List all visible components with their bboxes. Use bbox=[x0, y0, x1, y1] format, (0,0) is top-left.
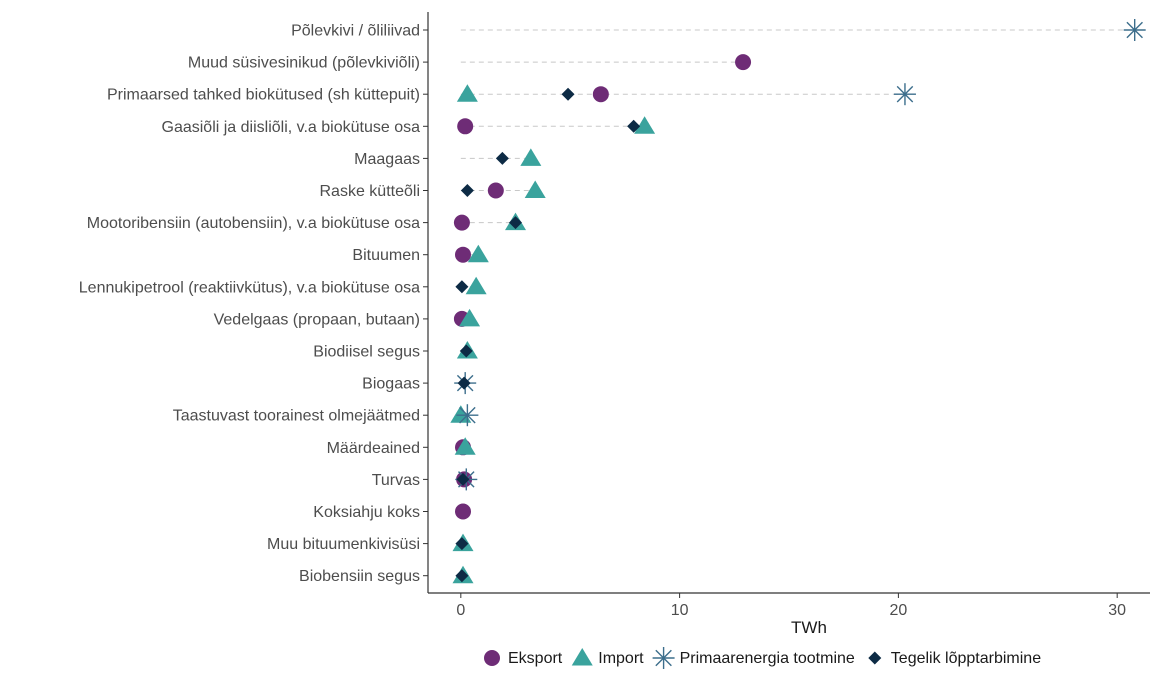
y-tick-label-maardeained: Määrdeained bbox=[327, 440, 420, 457]
point-import-primaarsed-tahked-biokutused-sh-kuttepuit bbox=[456, 84, 478, 102]
x-tick-label: 20 bbox=[889, 602, 907, 619]
legend-item-primaarenergia-tootmine: Primaarenergia tootmine bbox=[652, 647, 855, 669]
legend-label: Primaarenergia tootmine bbox=[680, 650, 855, 667]
y-tick-label-vedelgaas-propaan-butaan: Vedelgaas (propaan, butaan) bbox=[214, 311, 420, 328]
x-tick-label: 30 bbox=[1108, 602, 1126, 619]
legend-label: Eksport bbox=[508, 650, 563, 667]
point-import-taastuvast-toorainest-olmejaatmed bbox=[450, 405, 472, 423]
point-tegelik-lopptarbimine-raske-kutteoli bbox=[460, 184, 474, 197]
point-primaarenergia-tootmine-taastuvast-toorainest-olmejaatmed bbox=[456, 404, 479, 427]
y-tick-label-muud-susivesinikud-polevkivioli: Muud süsivesinikud (põlevkiviõli) bbox=[188, 55, 420, 72]
point-primaarenergia-tootmine-polevkivi-oliliivad bbox=[1123, 19, 1146, 41]
point-import-maardeained bbox=[454, 437, 476, 455]
point-eksport-koksiahju-koks bbox=[455, 503, 472, 520]
y-tick-label-biobensiin-segus: Biobensiin segus bbox=[299, 568, 420, 585]
x-tick-label: 0 bbox=[456, 602, 465, 619]
point-eksport-primaarsed-tahked-biokutused-sh-kuttepuit bbox=[592, 86, 609, 103]
y-tick-label-bituumen: Bituumen bbox=[352, 247, 420, 264]
point-tegelik-lopptarbimine-biogaas bbox=[457, 376, 471, 390]
point-import-raske-kutteoli bbox=[524, 180, 546, 198]
point-tegelik-lopptarbimine-biobensiin-segus bbox=[455, 569, 469, 583]
point-primaarenergia-tootmine-primaarsed-tahked-biokutused-sh-kuttepuit bbox=[893, 83, 916, 106]
point-tegelik-lopptarbimine-mootoribensiin-autobensiin-v-a-biokutuse-osa bbox=[509, 216, 523, 230]
y-tick-label-polevkivi-oliliivad: Põlevkivi / õliliivad bbox=[291, 23, 420, 40]
legend-item-tegelik-lopptarbimine: Tegelik lõpptarbimine bbox=[868, 650, 1041, 667]
legend-item-eksport: Eksport bbox=[484, 650, 563, 667]
y-tick-label-gaasioli-ja-diislioli-v-a-biokutuse-osa: Gaasiõli ja diisliõli, v.a biokütuse osa bbox=[162, 119, 421, 136]
legend-marker-tegelik-lopptarbimine bbox=[868, 651, 882, 665]
point-eksport-bituumen bbox=[455, 246, 472, 263]
point-import-vedelgaas-propaan-butaan bbox=[459, 308, 481, 327]
x-axis-title: TWh bbox=[791, 618, 827, 637]
point-tegelik-lopptarbimine-gaasioli-ja-diislioli-v-a-biokutuse-osa bbox=[627, 119, 641, 133]
y-tick-label-biodiisel-segus: Biodiisel segus bbox=[313, 344, 420, 361]
y-tick-label-maagaas: Maagaas bbox=[354, 151, 420, 168]
point-import-gaasioli-ja-diislioli-v-a-biokutuse-osa bbox=[634, 116, 656, 134]
point-eksport-mootoribensiin-autobensiin-v-a-biokutuse-osa bbox=[453, 214, 470, 231]
point-tegelik-lopptarbimine-turvas bbox=[456, 472, 470, 486]
y-tick-label-biogaas: Biogaas bbox=[362, 376, 420, 393]
legend-marker-primaarenergia-tootmine bbox=[652, 647, 675, 669]
legend-label: Tegelik lõpptarbimine bbox=[891, 650, 1041, 667]
point-import-bituumen bbox=[467, 244, 489, 263]
point-tegelik-lopptarbimine-lennukipetrool-reaktiivkutus-v-a-biokutuse-osa bbox=[455, 280, 469, 294]
y-tick-label-primaarsed-tahked-biokutused-sh-kuttepuit: Primaarsed tahked biokütused (sh küttepu… bbox=[107, 87, 420, 104]
point-eksport-gaasioli-ja-diislioli-v-a-biokutuse-osa bbox=[457, 118, 474, 135]
legend-label: Import bbox=[598, 650, 644, 667]
x-axis: 0 10 20 30 bbox=[428, 592, 1150, 619]
y-tick-label-muu-bituumenkivisusi: Muu bituumenkivisüsi bbox=[267, 536, 420, 553]
y-tick-label-koksiahju-koks: Koksiahju koks bbox=[313, 504, 420, 521]
y-tick-label-turvas: Turvas bbox=[372, 472, 420, 489]
legend: Eksport Import Primaarenergia tootmine Tege… bbox=[484, 647, 1041, 669]
legend-item-import: Import bbox=[571, 648, 644, 667]
legend-marker-eksport bbox=[484, 650, 500, 666]
y-tick-label-lennukipetrool-reaktiivkutus-v-a-biokutuse-osa: Lennukipetrool (reaktiivkütus), v.a biok… bbox=[79, 279, 420, 296]
point-tegelik-lopptarbimine-primaarsed-tahked-biokutused-sh-kuttepuit bbox=[561, 87, 575, 101]
x-tick-label: 10 bbox=[671, 602, 689, 619]
y-tick-label-raske-kutteoli: Raske kütteõli bbox=[320, 183, 421, 200]
point-import-maagaas bbox=[520, 148, 542, 166]
data-points bbox=[450, 19, 1146, 584]
y-tick-label-mootoribensiin-autobensiin-v-a-biokutuse-osa: Mootoribensiin (autobensiin), v.a bioküt… bbox=[87, 215, 420, 232]
point-tegelik-lopptarbimine-biodiisel-segus bbox=[459, 344, 473, 358]
y-tick-label-taastuvast-toorainest-olmejaatmed: Taastuvast toorainest olmejäätmed bbox=[173, 408, 420, 425]
guide-lines bbox=[460, 29, 1135, 288]
point-eksport-raske-kutteoli bbox=[487, 182, 504, 199]
point-eksport-muud-susivesinikud-polevkivioli bbox=[735, 54, 752, 71]
point-tegelik-lopptarbimine-muu-bituumenkivisusi bbox=[455, 537, 469, 551]
legend-marker-import bbox=[571, 648, 593, 666]
point-import-lennukipetrool-reaktiivkutus-v-a-biokutuse-osa bbox=[465, 276, 487, 295]
y-axis: Põlevkivi / õliliivad Muud süsivesinikud … bbox=[79, 12, 429, 593]
point-tegelik-lopptarbimine-maagaas bbox=[495, 151, 509, 165]
